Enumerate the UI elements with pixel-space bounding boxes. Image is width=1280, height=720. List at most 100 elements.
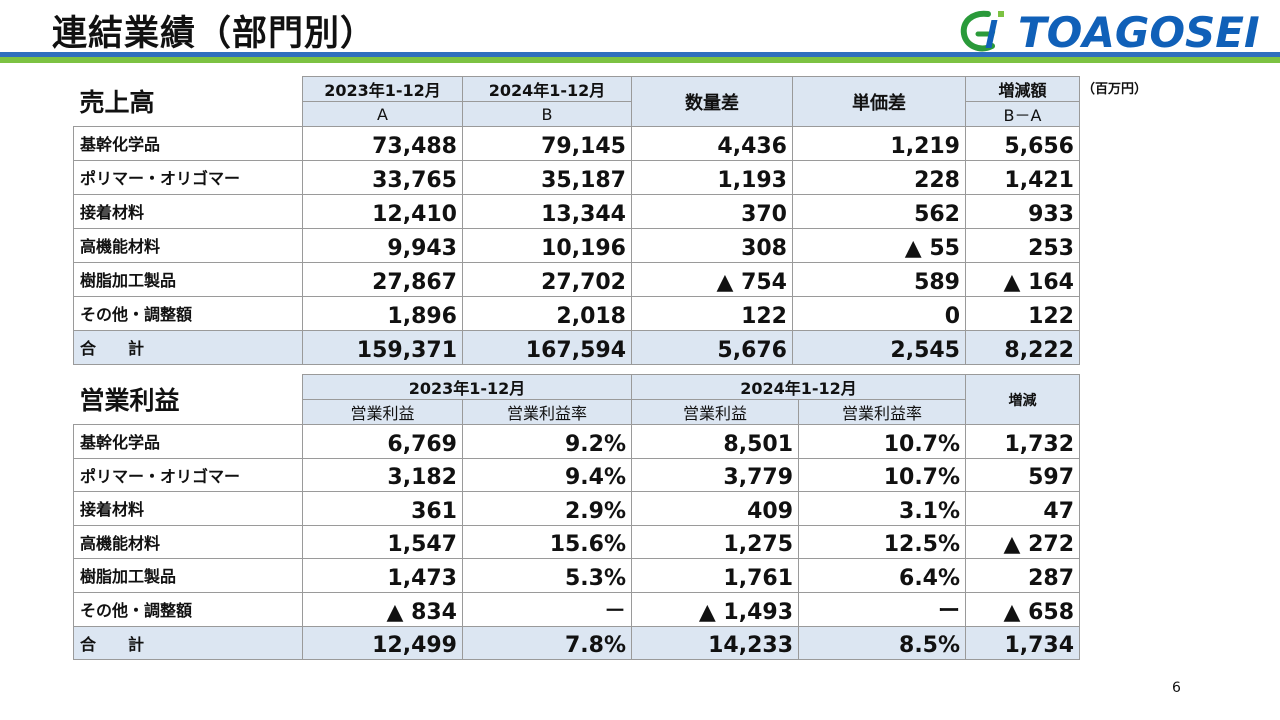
table-row: 接着材料 12,410 13,344 370 562 933 [73,194,1080,229]
op-sub-profit-2023: 営業利益 [302,399,463,425]
cell-change: ▲ 272 [965,524,1081,559]
cell-profit-2023: 3,182 [302,457,463,492]
sales-col-2023: 2023年1-12月 [302,76,463,102]
row-label: 接着材料 [73,194,303,229]
table-row: 樹脂加工製品 1,473 5.3% 1,761 6.4% 287 [73,558,1081,593]
sales-table: 売上高 2023年1-12月 2024年1-12月 数量差 単価差 増減額 A … [73,76,1080,365]
op-col-2024: 2024年1-12月 [631,374,967,400]
cell-rate-2023: 15.6% [461,524,633,559]
cell-qty-diff: 122 [631,296,793,331]
cell-2023: 27,867 [302,262,463,297]
cell-rate-2023: 9.4% [461,457,633,492]
table-row: 樹脂加工製品 27,867 27,702 ▲ 754 589 ▲ 164 [73,262,1080,297]
cell-rate-2023: 9.2% [461,424,633,459]
cell-rate-2023: 2.9% [461,491,633,526]
cell-profit-2023: ▲ 834 [302,591,463,627]
company-logo: TOAGOSEI [958,6,1270,57]
cell-rate-2024: 6.4% [798,558,967,593]
sales-col-diff-sub: B－A [965,101,1080,127]
op-table: 営業利益 2023年1-12月 2024年1-12月 増減 営業利益 営業利益率… [73,374,1081,660]
cell-change: 8,222 [965,330,1080,365]
logo-mark-icon [960,10,1004,52]
cell-2024: 13,344 [462,194,632,229]
cell-2024: 35,187 [462,160,632,195]
unit-label: （百万円） [1082,82,1148,97]
cell-2024: 27,702 [462,262,632,297]
op-col-2023: 2023年1-12月 [301,374,633,400]
cell-change: 1,734 [965,625,1081,660]
table-row: 接着材料 361 2.9% 409 3.1% 47 [73,491,1081,526]
header-band-blue [0,52,1280,57]
sales-col-2023-sub: A [302,101,463,127]
page-title: 連結業績（部門別） [52,14,377,54]
cell-qty-diff: ▲ 754 [631,262,793,297]
row-label: その他・調整額 [73,296,303,331]
row-label: ポリマー・オリゴマー [73,160,303,195]
cell-2023: 9,943 [302,228,463,263]
table-row: 合 計 12,499 7.8% 14,233 8.5% 1,734 [73,625,1081,660]
cell-change: ▲ 658 [965,591,1081,627]
cell-price-diff: ▲ 55 [792,228,966,263]
op-sub-profit-2024: 営業利益 [631,399,800,425]
cell-rate-2024: ー [798,591,967,627]
table-row: 合 計 159,371 167,594 5,676 2,545 8,222 [73,330,1080,365]
cell-rate-2024: 8.5% [798,625,967,660]
row-label: 高機能材料 [73,524,303,559]
cell-2023: 33,765 [302,160,463,195]
row-label: 樹脂加工製品 [73,558,303,593]
row-label: 樹脂加工製品 [73,262,303,297]
cell-price-diff: 589 [792,262,966,297]
op-col-diff: 増減 [965,374,1081,425]
cell-change: ▲ 164 [965,262,1080,297]
row-label: その他・調整額 [73,591,303,627]
cell-price-diff: 562 [792,194,966,229]
row-label: 基幹化学品 [73,126,303,161]
cell-rate-2024: 10.7% [798,424,967,459]
cell-change: 122 [965,296,1080,331]
cell-profit-2024: 8,501 [631,424,800,459]
sales-col-2024: 2024年1-12月 [462,76,632,102]
cell-qty-diff: 370 [631,194,793,229]
cell-profit-2023: 12,499 [302,625,463,660]
row-label: ポリマー・オリゴマー [73,457,303,492]
cell-profit-2023: 1,547 [302,524,463,559]
cell-rate-2024: 10.7% [798,457,967,492]
cell-price-diff: 1,219 [792,126,966,161]
cell-2023: 12,410 [302,194,463,229]
cell-2024: 167,594 [462,330,632,365]
row-label: 合 計 [73,330,303,365]
cell-2024: 2,018 [462,296,632,331]
cell-2023: 1,896 [302,296,463,331]
cell-rate-2024: 3.1% [798,491,967,526]
row-label: 接着材料 [73,491,303,526]
table-row: その他・調整額 ▲ 834 － ▲ 1,493 ー ▲ 658 [73,591,1081,627]
cell-profit-2023: 1,473 [302,558,463,593]
table-row: ポリマー・オリゴマー 3,182 9.4% 3,779 10.7% 597 [73,457,1081,492]
cell-profit-2024: 1,275 [631,524,800,559]
cell-profit-2024: ▲ 1,493 [631,591,800,627]
table-row: その他・調整額 1,896 2,018 122 0 122 [73,296,1080,331]
table-row: ポリマー・オリゴマー 33,765 35,187 1,193 228 1,421 [73,160,1080,195]
cell-change: 5,656 [965,126,1080,161]
cell-change: 1,732 [965,424,1081,459]
sales-col-2024-sub: B [462,101,632,127]
table-row: 基幹化学品 73,488 79,145 4,436 1,219 5,656 [73,126,1080,161]
cell-change: 287 [965,558,1081,593]
cell-change: 597 [965,457,1081,492]
cell-profit-2024: 3,779 [631,457,800,492]
table-row: 高機能材料 9,943 10,196 308 ▲ 55 253 [73,228,1080,263]
cell-profit-2024: 409 [631,491,800,526]
cell-profit-2024: 14,233 [631,625,800,660]
cell-price-diff: 228 [792,160,966,195]
cell-rate-2023: 7.8% [461,625,633,660]
sales-col-qty: 数量差 [631,76,793,127]
cell-qty-diff: 4,436 [631,126,793,161]
row-label: 基幹化学品 [73,424,303,459]
table-row: 基幹化学品 6,769 9.2% 8,501 10.7% 1,732 [73,424,1081,459]
sales-col-diff: 増減額 [965,76,1080,102]
cell-2024: 79,145 [462,126,632,161]
cell-qty-diff: 5,676 [631,330,793,365]
cell-2024: 10,196 [462,228,632,263]
cell-profit-2024: 1,761 [631,558,800,593]
cell-rate-2023: － [461,591,633,627]
